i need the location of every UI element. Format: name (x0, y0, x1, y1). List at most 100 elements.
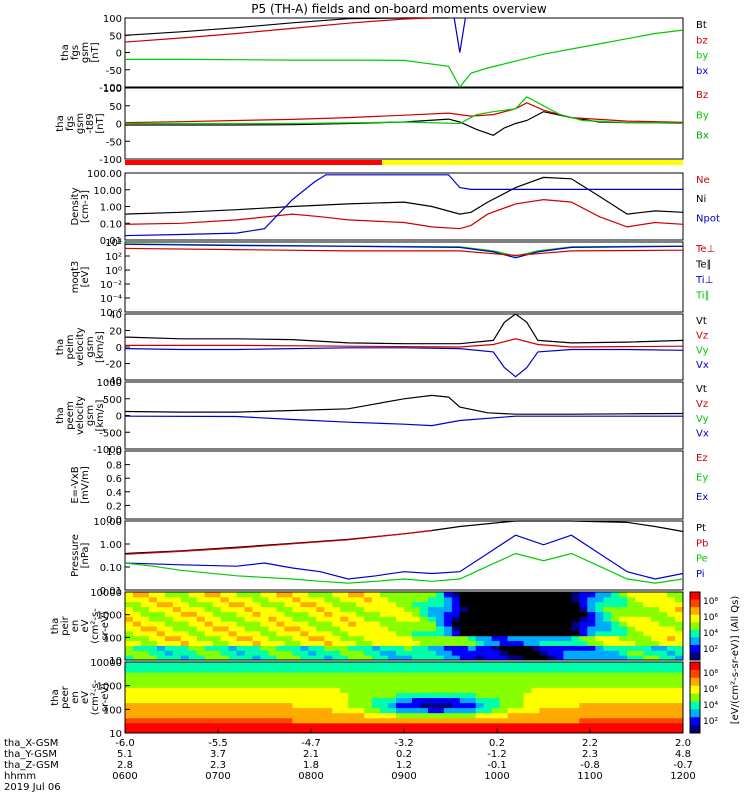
spectrogram-cell (388, 717, 397, 724)
spectrogram-cell (563, 611, 572, 617)
spectrogram-cell (324, 702, 333, 709)
spectrogram-cell (276, 727, 285, 734)
spectrogram-cell (627, 601, 636, 608)
spectrogram-cell (547, 702, 556, 709)
spectrogram-cell (268, 687, 277, 693)
spectrogram-cell (364, 592, 373, 598)
spectrogram-cell (164, 596, 174, 603)
spectrogram-cell (643, 687, 652, 693)
spectrogram-cell (451, 717, 461, 724)
spectrogram-cell (364, 667, 373, 673)
spectrogram-cell (156, 626, 166, 632)
spectrogram-cell (427, 662, 437, 668)
spectrogram-cell (316, 717, 325, 724)
spectrogram-cell (388, 727, 397, 734)
spectrogram-cell (252, 672, 262, 678)
spectrogram-cell (579, 606, 588, 612)
y-axis-label-line: eV (80, 691, 91, 704)
spectrogram-cell (459, 712, 469, 719)
spectrogram-cell (563, 645, 572, 651)
spectrogram-cell (132, 635, 142, 642)
spectrogram-cell (419, 697, 429, 704)
spectrogram-cell (276, 722, 285, 729)
spectrogram-cell (475, 722, 485, 729)
spectrogram-cell (563, 640, 572, 646)
spectrogram-cell (252, 727, 262, 734)
spectrogram-cell (587, 692, 596, 698)
spectrogram-cell (643, 717, 652, 724)
spectrogram-cell (563, 630, 572, 637)
spectrogram-cell (515, 640, 525, 646)
spectrogram-cell (627, 682, 636, 688)
spectrogram-cell (204, 672, 214, 678)
spectrogram-cell (316, 667, 325, 673)
spectrogram-cell (180, 640, 190, 646)
spectrogram-cell (491, 687, 501, 693)
spectrogram-cell (579, 626, 588, 632)
spectrogram-cell (260, 645, 269, 651)
spectrogram-cell (228, 626, 238, 632)
spectrogram-cell (324, 677, 333, 683)
spectrogram-cell (244, 650, 254, 656)
spectrogram-cell (356, 596, 365, 603)
spectrogram-cell (635, 592, 644, 598)
spectrogram-cell (204, 655, 214, 661)
spectrogram-cell (547, 662, 556, 668)
spectrogram-cell (316, 626, 325, 632)
spectrogram-cell (396, 645, 405, 651)
y-tick-label: 10.00 (93, 186, 122, 197)
spectrogram-cell (300, 645, 309, 651)
spectrogram-cell (140, 727, 150, 734)
spectrogram-cell (603, 650, 612, 656)
spectrogram-cell (260, 672, 269, 678)
spectrogram-cell (547, 626, 556, 632)
spectrogram-cell (260, 616, 269, 622)
spectrogram-cell (667, 596, 676, 603)
spectrogram-cell (435, 621, 445, 627)
spectrogram-cell (451, 650, 461, 656)
spectrogram-cell (180, 702, 190, 709)
spectrogram-cell (125, 697, 134, 704)
spectrogram-cell (308, 667, 317, 673)
spectrogram-cell (388, 592, 397, 598)
spectrogram-cell (148, 596, 158, 603)
spectrogram-cell (308, 630, 317, 637)
spectrogram-cell (252, 640, 262, 646)
spectrogram-cell (579, 707, 588, 714)
x-axis-row-label: hhmm (4, 771, 36, 782)
spectrogram-cell (427, 707, 437, 714)
spectrogram-cell (332, 707, 341, 714)
spectrogram-cell (427, 727, 437, 734)
spectrogram-cell (252, 616, 262, 622)
spectrogram-cell (483, 616, 493, 622)
spectrogram-cell (212, 611, 222, 617)
spectrogram-cell (667, 630, 676, 637)
spectrogram-cell (404, 687, 413, 693)
spectrogram-cell (411, 697, 421, 704)
spectrogram-cell (659, 635, 668, 642)
spectrogram-cell (396, 667, 405, 673)
spectrogram-cell (236, 601, 246, 608)
region-bar-red (125, 160, 382, 165)
spectrogram-cell (563, 727, 572, 734)
spectrogram-cell (499, 621, 509, 627)
spectrogram-cell (300, 635, 309, 642)
spectrogram-cell (539, 707, 548, 714)
spectrogram-cell (292, 601, 301, 608)
spectrogram-cell (228, 712, 238, 719)
spectrogram-cell (260, 662, 269, 668)
spectrogram-cell (125, 601, 134, 608)
spectrogram-cell (164, 722, 174, 729)
series-line-Vz (125, 338, 684, 348)
spectrogram-cell (356, 727, 365, 734)
spectrogram-cell (172, 667, 182, 673)
spectrogram-cell (467, 662, 477, 668)
spectrogram-cell (156, 611, 166, 617)
spectrogram-cell (611, 630, 620, 637)
spectrogram-cell (308, 712, 317, 719)
spectrogram-cell (539, 712, 548, 719)
spectrogram-cell (268, 616, 277, 622)
spectrogram-cell (571, 717, 580, 724)
spectrogram-cell (156, 682, 166, 688)
spectrogram-cell (372, 655, 381, 661)
